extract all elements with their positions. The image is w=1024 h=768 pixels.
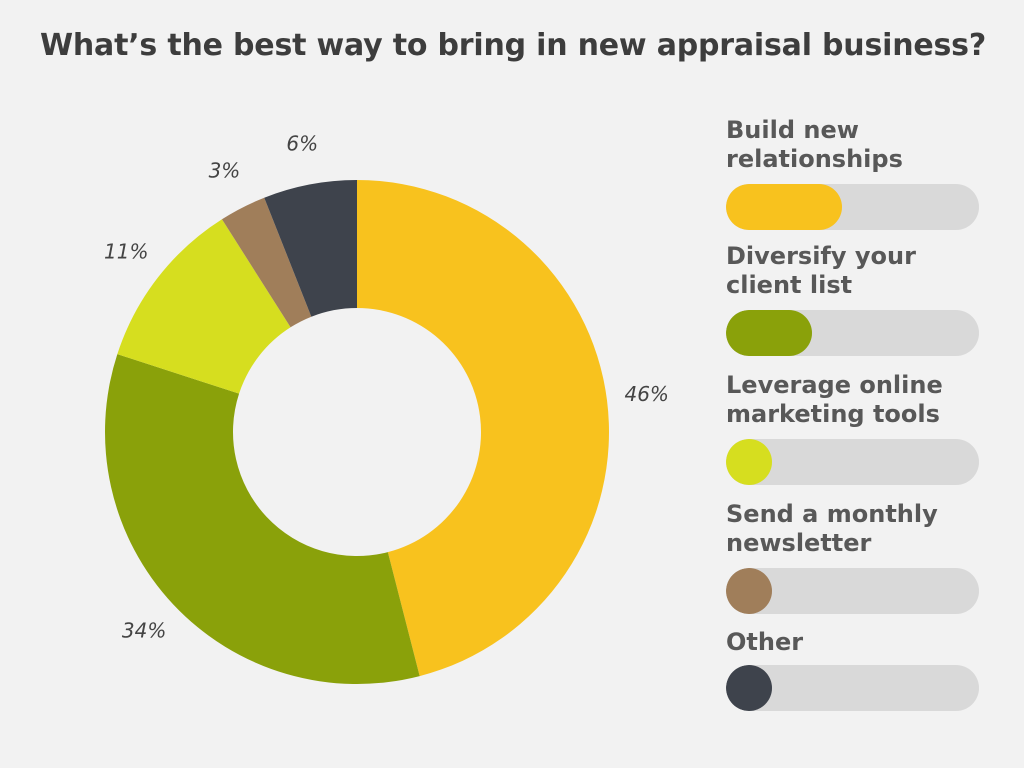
data-label-other: 6% bbox=[286, 132, 318, 156]
data-label-diversify-your-client-list: 34% bbox=[122, 618, 166, 642]
data-label-send-a-monthly-newsletter: 3% bbox=[209, 158, 241, 182]
legend-bar-fill bbox=[726, 439, 772, 485]
legend-item-diversify-your-client-list: Diversify your client list bbox=[726, 242, 979, 356]
legend-bar-fill bbox=[726, 184, 843, 230]
legend-bar-fill bbox=[726, 665, 772, 711]
legend-bar-track bbox=[726, 665, 979, 711]
legend-bar-track bbox=[726, 184, 979, 230]
legend-bar-track bbox=[726, 439, 979, 485]
data-label-build-new-relationships: 46% bbox=[624, 382, 668, 406]
legend-label: Other bbox=[726, 628, 804, 656]
legend-item-leverage-online-marketing-tools: Leverage online marketing tools bbox=[726, 371, 979, 485]
data-label-leverage-online-marketing-tools: 11% bbox=[104, 240, 148, 264]
legend-item-build-new-relationships: Build new relationships bbox=[726, 116, 979, 230]
donut-slice-diversify-your-client-list bbox=[105, 354, 420, 684]
donut-slice-leverage-online-marketing-tools bbox=[117, 219, 291, 394]
donut-slice-send-a-monthly-newsletter bbox=[221, 197, 312, 328]
legend-label: Diversify your client list bbox=[726, 242, 916, 299]
legend-label: Send a monthly newsletter bbox=[726, 500, 938, 557]
legend-bar-fill bbox=[726, 568, 772, 614]
legend-bar-track bbox=[726, 568, 979, 614]
legend-item-other: Other bbox=[726, 628, 979, 711]
legend-bar-fill bbox=[726, 310, 813, 356]
donut-slice-other bbox=[264, 180, 357, 317]
donut-slice-build-new-relationships bbox=[357, 179, 610, 677]
chart-title: What’s the best way to bring in new appr… bbox=[40, 28, 987, 63]
legend-label: Build new relationships bbox=[726, 116, 903, 173]
legend-label: Leverage online marketing tools bbox=[726, 371, 943, 428]
donut-chart: 46% 34% 11% 3% 6% bbox=[104, 132, 669, 684]
legend-item-send-a-monthly-newsletter: Send a monthly newsletter bbox=[726, 500, 979, 614]
legend-bar-track bbox=[726, 310, 979, 356]
